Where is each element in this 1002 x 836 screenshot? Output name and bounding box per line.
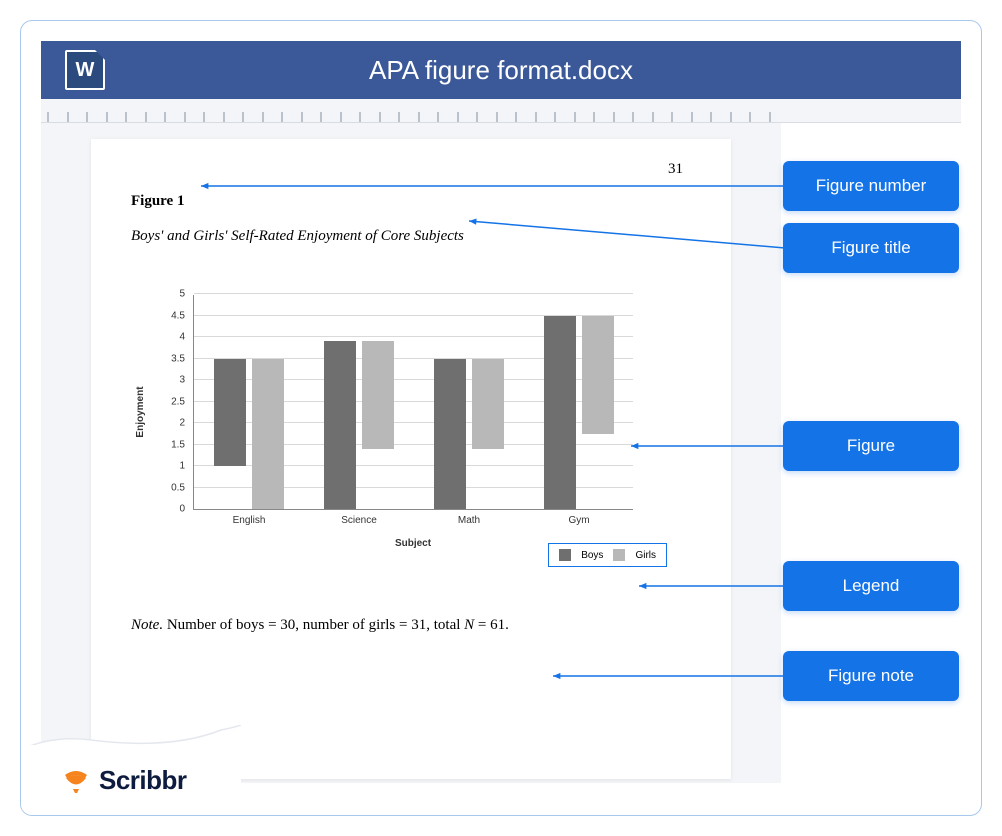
ruler-tick (593, 112, 595, 122)
ruler-tick (652, 112, 654, 122)
word-titlebar: W APA figure format.docx (41, 41, 961, 99)
chart-bar-group: Science (324, 341, 394, 509)
bar-chart: Enjoyment 00.511.522.533.544.55EnglishSc… (151, 275, 661, 549)
ruler-tick (418, 112, 420, 122)
ruler-tick (47, 112, 49, 122)
ruler-tick (164, 112, 166, 122)
chart-plot: 00.511.522.533.544.55EnglishScienceMathG… (193, 295, 633, 510)
figure-note-text-1: Number of boys = 30, number of girls = 3… (163, 617, 464, 633)
chart-bar (434, 359, 466, 510)
ruler-tick (574, 112, 576, 122)
ruler-tick (67, 112, 69, 122)
chart-ytick-label: 4 (155, 332, 185, 343)
word-icon-glyph: W (76, 59, 95, 82)
callout-label: Figure (783, 421, 959, 471)
ruler-tick (730, 112, 732, 122)
brand-logo: Scribbr (21, 745, 241, 815)
chart-legend: Boys Girls (548, 543, 667, 567)
ruler-tick (301, 112, 303, 122)
chart-bar (252, 359, 284, 510)
chart-category-label: Gym (544, 515, 614, 526)
callout-label: Figure number (783, 161, 959, 211)
document-ruler (41, 99, 961, 123)
document-area: 31 Figure 1 Boys' and Girls' Self-Rated … (41, 123, 781, 783)
figure-number: Figure 1 (131, 193, 691, 210)
ruler-tick (340, 112, 342, 122)
chart-ytick-label: 0.5 (155, 482, 185, 493)
ruler-tick (106, 112, 108, 122)
callout-label: Legend (783, 561, 959, 611)
figure-note-label: Note. (131, 617, 163, 633)
chart-gridline (194, 293, 633, 294)
chart-ytick-label: 5 (155, 289, 185, 300)
ruler-tick (320, 112, 322, 122)
document-filename: APA figure format.docx (123, 55, 879, 86)
legend-label: Boys (581, 550, 603, 561)
ruler-tick (476, 112, 478, 122)
chart-ytick-label: 2 (155, 418, 185, 429)
chart-bar (472, 359, 504, 449)
chart-ytick-label: 4.5 (155, 310, 185, 321)
ruler-tick (125, 112, 127, 122)
document-page: 31 Figure 1 Boys' and Girls' Self-Rated … (91, 139, 731, 779)
ruler-tick (145, 112, 147, 122)
chart-bar-group: Gym (544, 316, 614, 510)
ruler-tick (398, 112, 400, 122)
chart-ytick-label: 0 (155, 504, 185, 515)
ruler-tick (671, 112, 673, 122)
ruler-tick (223, 112, 225, 122)
ruler-tick (632, 112, 634, 122)
chart-bar (324, 341, 356, 509)
ruler-tick (554, 112, 556, 122)
callout-label: Figure note (783, 651, 959, 701)
ruler-tick (613, 112, 615, 122)
figure-note-n: N (464, 617, 474, 633)
chart-bar-group: Math (434, 359, 504, 510)
ruler-tick (281, 112, 283, 122)
legend-swatch (559, 549, 571, 561)
chart-bar-group: English (214, 359, 284, 510)
page-number: 31 (668, 161, 683, 178)
legend-swatch (613, 549, 625, 561)
chart-ytick-label: 3 (155, 375, 185, 386)
ruler-tick (769, 112, 771, 122)
chart-category-label: English (214, 515, 284, 526)
chart-ytick-label: 1 (155, 461, 185, 472)
figure-note: Note. Number of boys = 30, number of gir… (131, 617, 691, 634)
chart-ytick-label: 1.5 (155, 439, 185, 450)
callout-label: Figure title (783, 223, 959, 273)
ruler-tick (515, 112, 517, 122)
ruler-tick (184, 112, 186, 122)
chart-bar (582, 316, 614, 434)
ruler-tick (710, 112, 712, 122)
ruler-tick (749, 112, 751, 122)
ruler-tick (496, 112, 498, 122)
chart-bar (362, 341, 394, 449)
chart-bar (544, 316, 576, 510)
ruler-tick (691, 112, 693, 122)
chart-plot-area: 00.511.522.533.544.55EnglishScienceMathG… (193, 275, 661, 510)
chart-category-label: Science (324, 515, 394, 526)
ruler-tick (379, 112, 381, 122)
ruler-tick (262, 112, 264, 122)
ruler-tick (242, 112, 244, 122)
ruler-tick (203, 112, 205, 122)
chart-category-label: Math (434, 515, 504, 526)
legend-label: Girls (635, 550, 656, 561)
chart-ytick-label: 3.5 (155, 353, 185, 364)
ruler-tick (535, 112, 537, 122)
chart-bar (214, 359, 246, 467)
ruler-tick (86, 112, 88, 122)
ruler-tick (437, 112, 439, 122)
figure-note-text-2: = 61. (474, 617, 509, 633)
chart-ytick-label: 2.5 (155, 396, 185, 407)
figure-title: Boys' and Girls' Self-Rated Enjoyment of… (131, 228, 691, 245)
infographic-frame: W APA figure format.docx 31 Figure 1 Boy… (20, 20, 982, 816)
ruler-tick (457, 112, 459, 122)
brand-name: Scribbr (99, 765, 187, 796)
ruler-tick (359, 112, 361, 122)
word-app-icon: W (65, 50, 105, 90)
chart-y-axis-label: Enjoyment (135, 386, 146, 437)
scribbr-icon (61, 765, 91, 795)
